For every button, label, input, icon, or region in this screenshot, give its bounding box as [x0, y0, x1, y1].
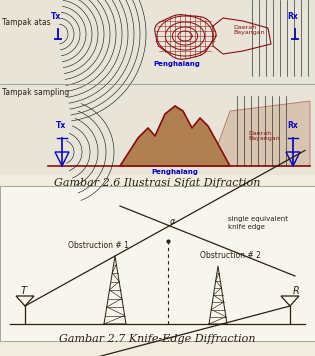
Bar — [0, 0, 315, 175]
Text: R: R — [293, 286, 300, 296]
Text: Tx: Tx — [51, 12, 61, 21]
Text: Penghalang: Penghalang — [154, 61, 200, 67]
Text: Tampak atas: Tampak atas — [2, 18, 51, 27]
Text: Rx: Rx — [288, 12, 298, 21]
Text: Gambar 2.6 Ilustrasi Sifat Difraction: Gambar 2.6 Ilustrasi Sifat Difraction — [54, 178, 260, 188]
Text: Tampak sampling: Tampak sampling — [2, 88, 69, 97]
Text: Daerah
Bayangan: Daerah Bayangan — [248, 131, 280, 141]
Text: T: T — [21, 286, 27, 296]
Text: single equivalent
knife edge: single equivalent knife edge — [228, 216, 288, 230]
Polygon shape — [120, 106, 230, 166]
Text: Penghalang: Penghalang — [152, 169, 198, 175]
Polygon shape — [218, 101, 310, 166]
Text: Rx: Rx — [288, 121, 298, 130]
Text: Gambar 2.7 Knife-Edge Diffraction: Gambar 2.7 Knife-Edge Diffraction — [59, 334, 255, 344]
Text: Tx: Tx — [56, 121, 66, 130]
Bar — [0, 186, 315, 341]
Text: Obstruction # 2: Obstruction # 2 — [200, 251, 261, 260]
Text: Daerah
Bayangan: Daerah Bayangan — [233, 25, 265, 35]
Text: α: α — [170, 217, 175, 226]
Text: Obstruction # 1: Obstruction # 1 — [68, 241, 129, 250]
